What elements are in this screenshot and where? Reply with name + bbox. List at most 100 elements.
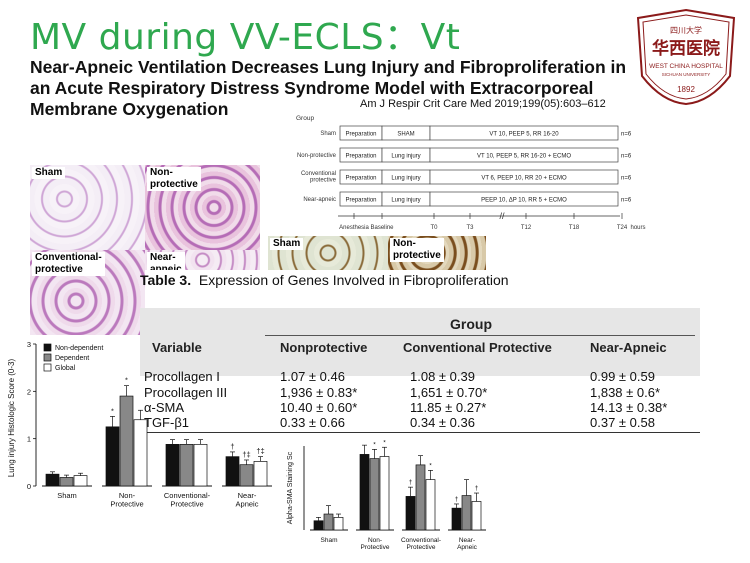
chart-y-tick-label: 0 [27, 482, 31, 491]
protocol-vent-box [429, 169, 619, 185]
chart-bar [425, 479, 436, 531]
chart-bar [369, 458, 380, 531]
chart-bar [253, 461, 268, 487]
lung-injury-chart: Lung injury Histologic Score (0-3) 0 1 2 3 S… [7, 340, 272, 508]
protocol-row: Conventional protective Preparation Lung in… [301, 169, 632, 185]
table3-cell: 10.40 ± 0.60* [280, 400, 358, 415]
chart-bar [451, 507, 462, 531]
timeline-label: hours [630, 225, 645, 231]
table3-col-conventional: Conventional Protective [403, 340, 552, 355]
protocol-group-label: Sham [320, 131, 336, 137]
chart-significance-mark: †‡ [256, 447, 264, 456]
protocol-vent-box [429, 125, 619, 141]
alpha-sma-chart: Alpha-SMA Staining Sc Sham Non-Protective… [287, 440, 486, 551]
protocol-diagram: Group Sham Preparation SHAM VT 10, PEEP 5, … [296, 115, 646, 231]
chart-bar [45, 473, 60, 487]
chart-bar [379, 456, 390, 531]
chart-bar [179, 443, 194, 487]
chart-bar [119, 395, 134, 487]
chart-bar [323, 513, 334, 531]
protocol-injury-label: Lung injury [391, 176, 420, 182]
chart-bar [59, 477, 74, 487]
table3-col-nonprotective: Nonprotective [280, 340, 368, 355]
chart-bar [165, 443, 180, 487]
table3-cell: 0.99 ± 0.59 [590, 369, 655, 384]
table3-cell: 14.13 ± 0.38* [590, 400, 668, 415]
citation: Am J Respir Crit Care Med 2019;199(05):6… [360, 98, 606, 110]
table3-cell: TGF-β1 [144, 415, 190, 430]
timeline-label: T12 [521, 225, 532, 231]
chart-significance-mark: † [230, 442, 234, 451]
legend-swatch [43, 363, 52, 372]
protocol-group-label: Near-apneic [303, 197, 336, 203]
protocol-prep-label: Preparation [345, 198, 376, 204]
chart-category-label: Near-Apneic [236, 491, 259, 508]
chart-bar [105, 426, 120, 487]
chart-category-label: Sham [57, 491, 77, 500]
protocol-injury-label: Lung injury [391, 154, 420, 160]
table3-caption: Table 3. Expression of Genes Involved in… [140, 272, 700, 288]
protocol-vent-box [429, 147, 619, 163]
protocol-row: Sham Preparation SHAM VT 10, PEEP 5, RR 16-… [320, 125, 632, 141]
protocol-vent-box [429, 191, 619, 207]
table3-caption-label: Table 3. [140, 272, 192, 288]
histology-label-conventional: Conventional- protective [32, 252, 105, 276]
chart-bar [225, 456, 240, 487]
table3-cell: 0.37 ± 0.58 [590, 415, 655, 430]
chart-significance-mark: * [125, 376, 128, 385]
table3-bottom-rule [140, 432, 700, 433]
chart-bar [415, 464, 426, 531]
timeline-break-icon: // [499, 211, 505, 221]
logo-cn: 华西医院 [652, 38, 720, 58]
timeline-label: T18 [569, 225, 580, 231]
protocol-prep-label: Preparation [345, 132, 376, 138]
timeline-label: Anesthesia [339, 225, 369, 231]
logo-subtitle: SICHUAN UNIVERSITY [662, 72, 711, 77]
protocol-vent-label: VT 6, PEEP 10, RR 20 + ECMO [481, 176, 567, 182]
legend-label: Global [55, 365, 76, 372]
table3-cell: 1.07 ± 0.46 [280, 369, 345, 384]
protocol-row: Near-apneic Preparation Lung injury PEEP 10… [303, 191, 632, 207]
chart-category-label: Non-Protective [110, 491, 143, 508]
table3-caption-text: Expression of Genes Involved in Fibropro… [198, 272, 509, 288]
protocol-prep-label: Preparation [345, 176, 376, 182]
histology-label-near-apneic: Near- apneic [147, 252, 185, 270]
protocol-group-header: Group [296, 115, 314, 122]
chart-significance-mark: † [475, 485, 479, 492]
sma-label-nonprotective: Non- protective [390, 238, 444, 262]
table3-cell: Procollagen III [144, 385, 228, 400]
table3-cell: 1,936 ± 0.83* [280, 385, 358, 400]
chart-significance-mark: † [409, 479, 413, 486]
chart-bar [239, 464, 254, 487]
table3-col-variable: Variable [152, 340, 202, 355]
histology-near-apneic: Near- apneic [145, 250, 260, 270]
slide-title: MV during VV-ECLS：Vt [30, 17, 461, 58]
chart-category-label: Conventional-Protective [401, 537, 441, 551]
histology-label-sham: Sham [32, 167, 66, 179]
logo-small-cn: 四川大学 [670, 25, 702, 35]
table3-col-near-apneic: Near-Apneic [590, 340, 667, 355]
histology-conventional: Conventional- protective [30, 250, 145, 335]
protocol-injury-label: SHAM [397, 132, 414, 138]
hospital-logo: 四川大学 华西医院 WEST CHINA HOSPITAL SICHUAN UN… [630, 6, 742, 106]
legend-swatch [43, 343, 52, 352]
chart-bar [133, 419, 148, 487]
protocol-vent-label: VT 10, PEEP 5, RR 16-20 [489, 132, 559, 138]
chart-significance-mark: * [111, 406, 114, 415]
protocol-vent-label: VT 10, PEEP 5, RR 16-20 + ECMO [477, 154, 571, 160]
chart1-ylabel: Lung injury Histologic Score (0-3) [7, 359, 16, 478]
timeline-label: T3 [466, 225, 474, 231]
legend-label: Dependent [55, 355, 89, 362]
protocol-group-label: Conventional protective [301, 171, 337, 184]
table3-cell: 1,651 ± 0.70* [410, 385, 488, 400]
chart-bar [359, 454, 370, 531]
chart-significance-mark: * [383, 440, 386, 446]
legend-swatch [43, 353, 52, 362]
protocol-vent-label: PEEP 10, ΔP 10, RR 5 + ECMO [481, 198, 567, 204]
timeline-label: Baseline [370, 225, 394, 231]
chart-y-tick-label: 2 [27, 387, 31, 396]
chart-category-label: Conventional-Protective [164, 491, 211, 508]
chart-bar [193, 443, 208, 487]
table3-cell: α-SMA [144, 400, 185, 415]
histology-nonprotective: Non- protective [145, 165, 260, 250]
